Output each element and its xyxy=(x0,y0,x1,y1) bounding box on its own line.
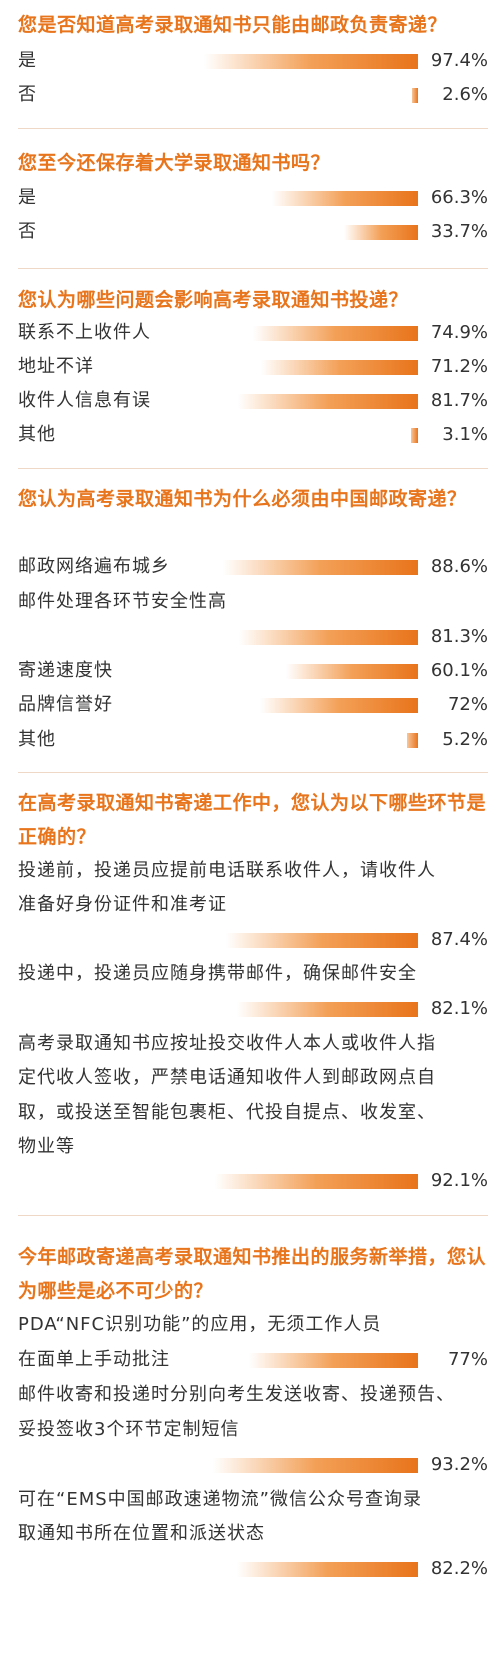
bar-mark xyxy=(261,360,418,375)
section-divider xyxy=(18,128,488,129)
bar-mark xyxy=(411,428,418,443)
category-label: 品牌信誉好 xyxy=(18,694,113,715)
bar-mark xyxy=(260,698,418,713)
question-title: 今年邮政寄递高考录取通知书推出的服务新举措，您认为哪些是必不可少的？ xyxy=(18,1246,487,1302)
category-label: 是 xyxy=(18,50,37,71)
value-label: 74.9% xyxy=(430,322,488,343)
bar-mark xyxy=(239,630,418,645)
bar-mark xyxy=(223,560,418,575)
value-label: 3.1% xyxy=(442,424,488,445)
value-label: 81.3% xyxy=(430,626,488,647)
category-label: 地址不详 xyxy=(18,356,94,377)
value-label: 81.7% xyxy=(430,390,488,411)
bar-mark xyxy=(412,88,418,103)
category-label: 高考录取通知书应按址投交收件人本人或收件人指 xyxy=(18,1033,436,1054)
category-label: 邮政网络遍布城乡 xyxy=(18,556,170,577)
value-label: 97.4% xyxy=(430,50,488,71)
question-title: 您认为高考录取通知书为什么必须由中国邮政寄递？ xyxy=(18,488,467,510)
value-label: 60.1% xyxy=(430,660,488,681)
value-label: 82.2% xyxy=(430,1558,488,1579)
section-divider xyxy=(18,268,488,269)
section-divider xyxy=(18,772,488,773)
bar-mark xyxy=(272,191,418,206)
category-label: 否 xyxy=(18,84,37,105)
category-label: 可在“EMS中国邮政速递物流”微信公众号查询录 xyxy=(18,1489,422,1510)
bar-mark xyxy=(237,1562,418,1577)
category-label: 定代收人签收，严禁电话通知收件人到邮政网点自 xyxy=(18,1067,436,1088)
bar-mark xyxy=(204,54,418,69)
bar-mark xyxy=(249,1353,418,1368)
value-label: 33.7% xyxy=(430,221,488,242)
bar-mark xyxy=(407,733,418,748)
category-label: 其他 xyxy=(18,424,56,445)
category-label: 取，或投送至智能包裹柜、代投自提点、收发室、 xyxy=(18,1102,436,1123)
value-label: 92.1% xyxy=(430,1170,488,1191)
value-label: 77% xyxy=(447,1349,488,1370)
value-label: 93.2% xyxy=(430,1454,488,1475)
question-title: 在高考录取通知书寄递工作中，您认为以下哪些环节是正确的？ xyxy=(18,792,487,848)
value-label: 72% xyxy=(447,694,488,715)
category-label: 寄递速度快 xyxy=(18,660,113,681)
category-label: 投递中，投递员应随身携带邮件，确保邮件安全 xyxy=(18,963,417,984)
category-label: 妥投签收3个环节定制短信 xyxy=(18,1419,240,1440)
bar-mark xyxy=(237,1002,418,1017)
category-label: 收件人信息有误 xyxy=(18,390,151,411)
category-label: 邮件处理各环节安全性高 xyxy=(18,591,227,612)
value-label: 71.2% xyxy=(430,356,488,377)
bar-mark xyxy=(344,225,418,240)
value-label: 5.2% xyxy=(442,729,488,750)
value-label: 88.6% xyxy=(430,556,488,577)
category-label: 邮件收寄和投递时分别向考生发送收寄、投递预告、 xyxy=(18,1384,455,1405)
category-label: 在面单上手动批注 xyxy=(18,1349,170,1370)
section-divider xyxy=(18,468,488,469)
question-title: 您认为哪些问题会影响高考录取通知书投递？ xyxy=(18,289,409,311)
value-label: 2.6% xyxy=(442,84,488,105)
bar-mark xyxy=(226,933,418,948)
category-label: 投递前，投递员应提前电话联系收件人，请收件人 xyxy=(18,860,436,881)
category-label: 准备好身份证件和准考证 xyxy=(18,894,227,915)
value-label: 82.1% xyxy=(430,998,488,1019)
category-label: 其他 xyxy=(18,729,56,750)
bar-mark xyxy=(238,394,418,409)
section-divider xyxy=(18,1215,488,1216)
category-label: 联系不上收件人 xyxy=(18,322,151,343)
bar-mark xyxy=(215,1174,418,1189)
category-label: PDA“NFC识别功能”的应用，无须工作人员 xyxy=(18,1314,382,1335)
bar-mark xyxy=(253,326,418,341)
category-label: 是 xyxy=(18,187,37,208)
bar-mark xyxy=(286,664,418,679)
category-label: 物业等 xyxy=(18,1136,75,1157)
value-label: 87.4% xyxy=(430,929,488,950)
category-label: 取通知书所在位置和派送状态 xyxy=(18,1523,265,1544)
value-label: 66.3% xyxy=(430,187,488,208)
question-title: 您是否知道高考录取通知书只能由邮政负责寄递？ xyxy=(18,14,448,36)
question-title: 您至今还保存着大学录取通知书吗？ xyxy=(18,152,331,174)
bar-mark xyxy=(213,1458,418,1473)
category-label: 否 xyxy=(18,221,37,242)
